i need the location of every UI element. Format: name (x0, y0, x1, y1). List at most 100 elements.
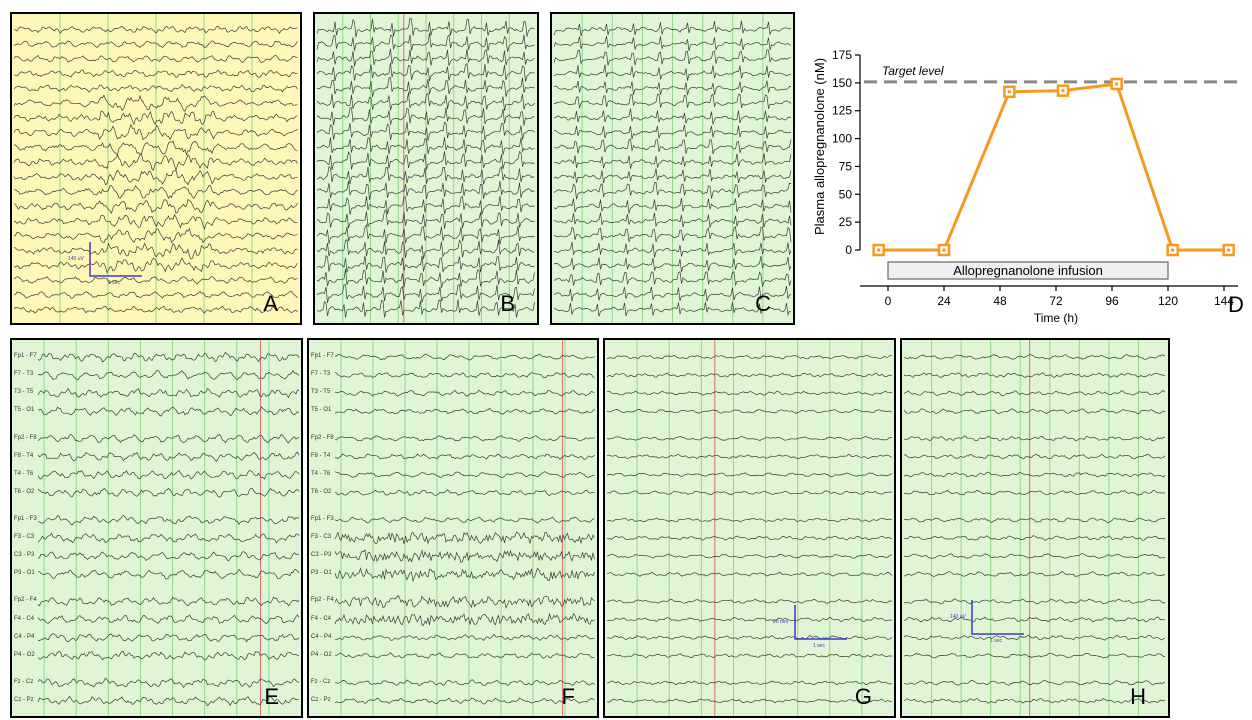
eeg-trace (13, 94, 298, 112)
eeg-trace (606, 680, 893, 686)
eeg-trace (334, 697, 595, 705)
eeg-panel-c: C (550, 12, 795, 325)
eeg-trace (606, 436, 893, 441)
eeg-trace (37, 487, 300, 498)
eeg-trace (334, 353, 595, 361)
eeg-trace (316, 299, 535, 318)
panel-label-b: B (500, 291, 515, 316)
channel-label: P4 - O2 (311, 651, 332, 658)
eeg-trace (13, 40, 298, 48)
eeg-trace (316, 209, 535, 229)
channel-label: T4 - T6 (311, 470, 331, 477)
eeg-trace (316, 284, 535, 303)
eeg-trace (37, 451, 300, 462)
scale-time-label: 1 sec (813, 643, 825, 649)
scale-voltage-label: 20 mm (773, 619, 788, 625)
eeg-trace (37, 695, 300, 707)
eeg-trace (903, 571, 1166, 578)
eeg-panel-f: F Fp1 - F7 F7 - T3 T3 - T5 T5 - O1 Fp2 - F8 F… (307, 338, 599, 718)
eeg-trace (553, 36, 792, 52)
eeg-trace (553, 226, 792, 243)
eeg-trace (316, 223, 535, 245)
eeg-trace (316, 180, 535, 200)
y-tick-label: 75 (839, 159, 853, 173)
eeg-trace (37, 596, 300, 607)
eeg-trace (13, 83, 298, 93)
eeg-trace (13, 153, 298, 171)
eeg-trace (903, 679, 1166, 686)
eeg-trace (553, 80, 792, 96)
target-level-label: Target level (882, 64, 944, 78)
channel-label: F8 - T4 (311, 452, 331, 459)
eeg-trace (37, 650, 300, 661)
eeg-trace (553, 271, 792, 287)
infusion-bar (887, 261, 1169, 280)
channel-label: Fp2 - F8 (14, 434, 37, 441)
scale-bar (89, 242, 142, 277)
eeg-trace (37, 433, 300, 444)
panel-background (605, 340, 894, 716)
eeg-trace (606, 517, 893, 523)
eeg-trace (13, 69, 298, 78)
eeg-trace (316, 32, 535, 52)
eeg-trace (316, 255, 535, 273)
channel-label: F8 - T4 (14, 452, 34, 459)
channel-label: T5 - O1 (311, 407, 332, 414)
eeg-trace (334, 471, 595, 478)
panel-background (902, 340, 1168, 716)
eeg-trace (13, 25, 298, 34)
eeg-trace (13, 198, 298, 215)
x-tick-label: 72 (1049, 294, 1063, 308)
x-tick-label: 96 (1105, 294, 1119, 308)
panel-label-f: F (561, 684, 575, 709)
eeg-trace (334, 389, 595, 397)
eeg-trace (37, 351, 300, 363)
eeg-traces-c (552, 14, 793, 323)
eeg-trace (37, 677, 300, 689)
eeg-trace (606, 472, 893, 478)
eeg-trace (13, 123, 298, 141)
eeg-trace (37, 387, 300, 399)
channel-label: C4 - P4 (311, 633, 332, 640)
scale-time-label: 1 sec (990, 638, 1002, 644)
eeg-trace (13, 184, 298, 199)
channel-label: T6 - O2 (311, 488, 332, 495)
eeg-trace (13, 169, 298, 186)
eeg-trace (554, 241, 792, 258)
eeg-trace (13, 54, 298, 63)
channel-label: F7 - T3 (14, 371, 34, 378)
eeg-trace (14, 140, 298, 156)
eeg-trace (553, 181, 792, 200)
eeg-trace (316, 48, 535, 67)
eeg-trace (553, 108, 792, 125)
eeg-trace (903, 489, 1166, 496)
channel-label: Fz - Cz (14, 678, 34, 685)
y-axis-label: Plasma allopregnanolone (nM) (812, 58, 827, 235)
channel-label: T5 - O1 (14, 407, 35, 414)
channel-label: C3 - P3 (14, 552, 35, 559)
channel-label: Fp1 - F3 (311, 515, 334, 522)
x-tick-label: 144 (1214, 294, 1234, 308)
data-point-center (1007, 90, 1011, 94)
panel-label-a: A (263, 291, 278, 316)
eeg-trace (316, 107, 535, 126)
channel-label: T6 - O2 (14, 488, 35, 495)
eeg-trace (37, 633, 300, 643)
channel-label: Fp2 - F4 (311, 597, 334, 604)
eeg-traces-a: 140 uV 1 sec (12, 14, 300, 323)
eeg-trace (903, 634, 1165, 641)
eeg-trace (553, 286, 791, 302)
eeg-trace (606, 409, 893, 414)
y-tick-label: 125 (832, 104, 852, 118)
eeg-traces-e (12, 340, 301, 716)
panel-label-g: G (854, 684, 872, 709)
y-tick-label: 0 (845, 243, 852, 257)
eeg-traces-h: 140 uV 1 sec (902, 340, 1168, 716)
eeg-trace (903, 435, 1166, 442)
eeg-trace (553, 49, 791, 66)
channel-label: C4 - P4 (14, 633, 35, 640)
eeg-trace (334, 567, 595, 583)
eeg-trace (553, 153, 792, 169)
eeg-trace (606, 454, 893, 460)
eeg-trace (37, 406, 300, 417)
